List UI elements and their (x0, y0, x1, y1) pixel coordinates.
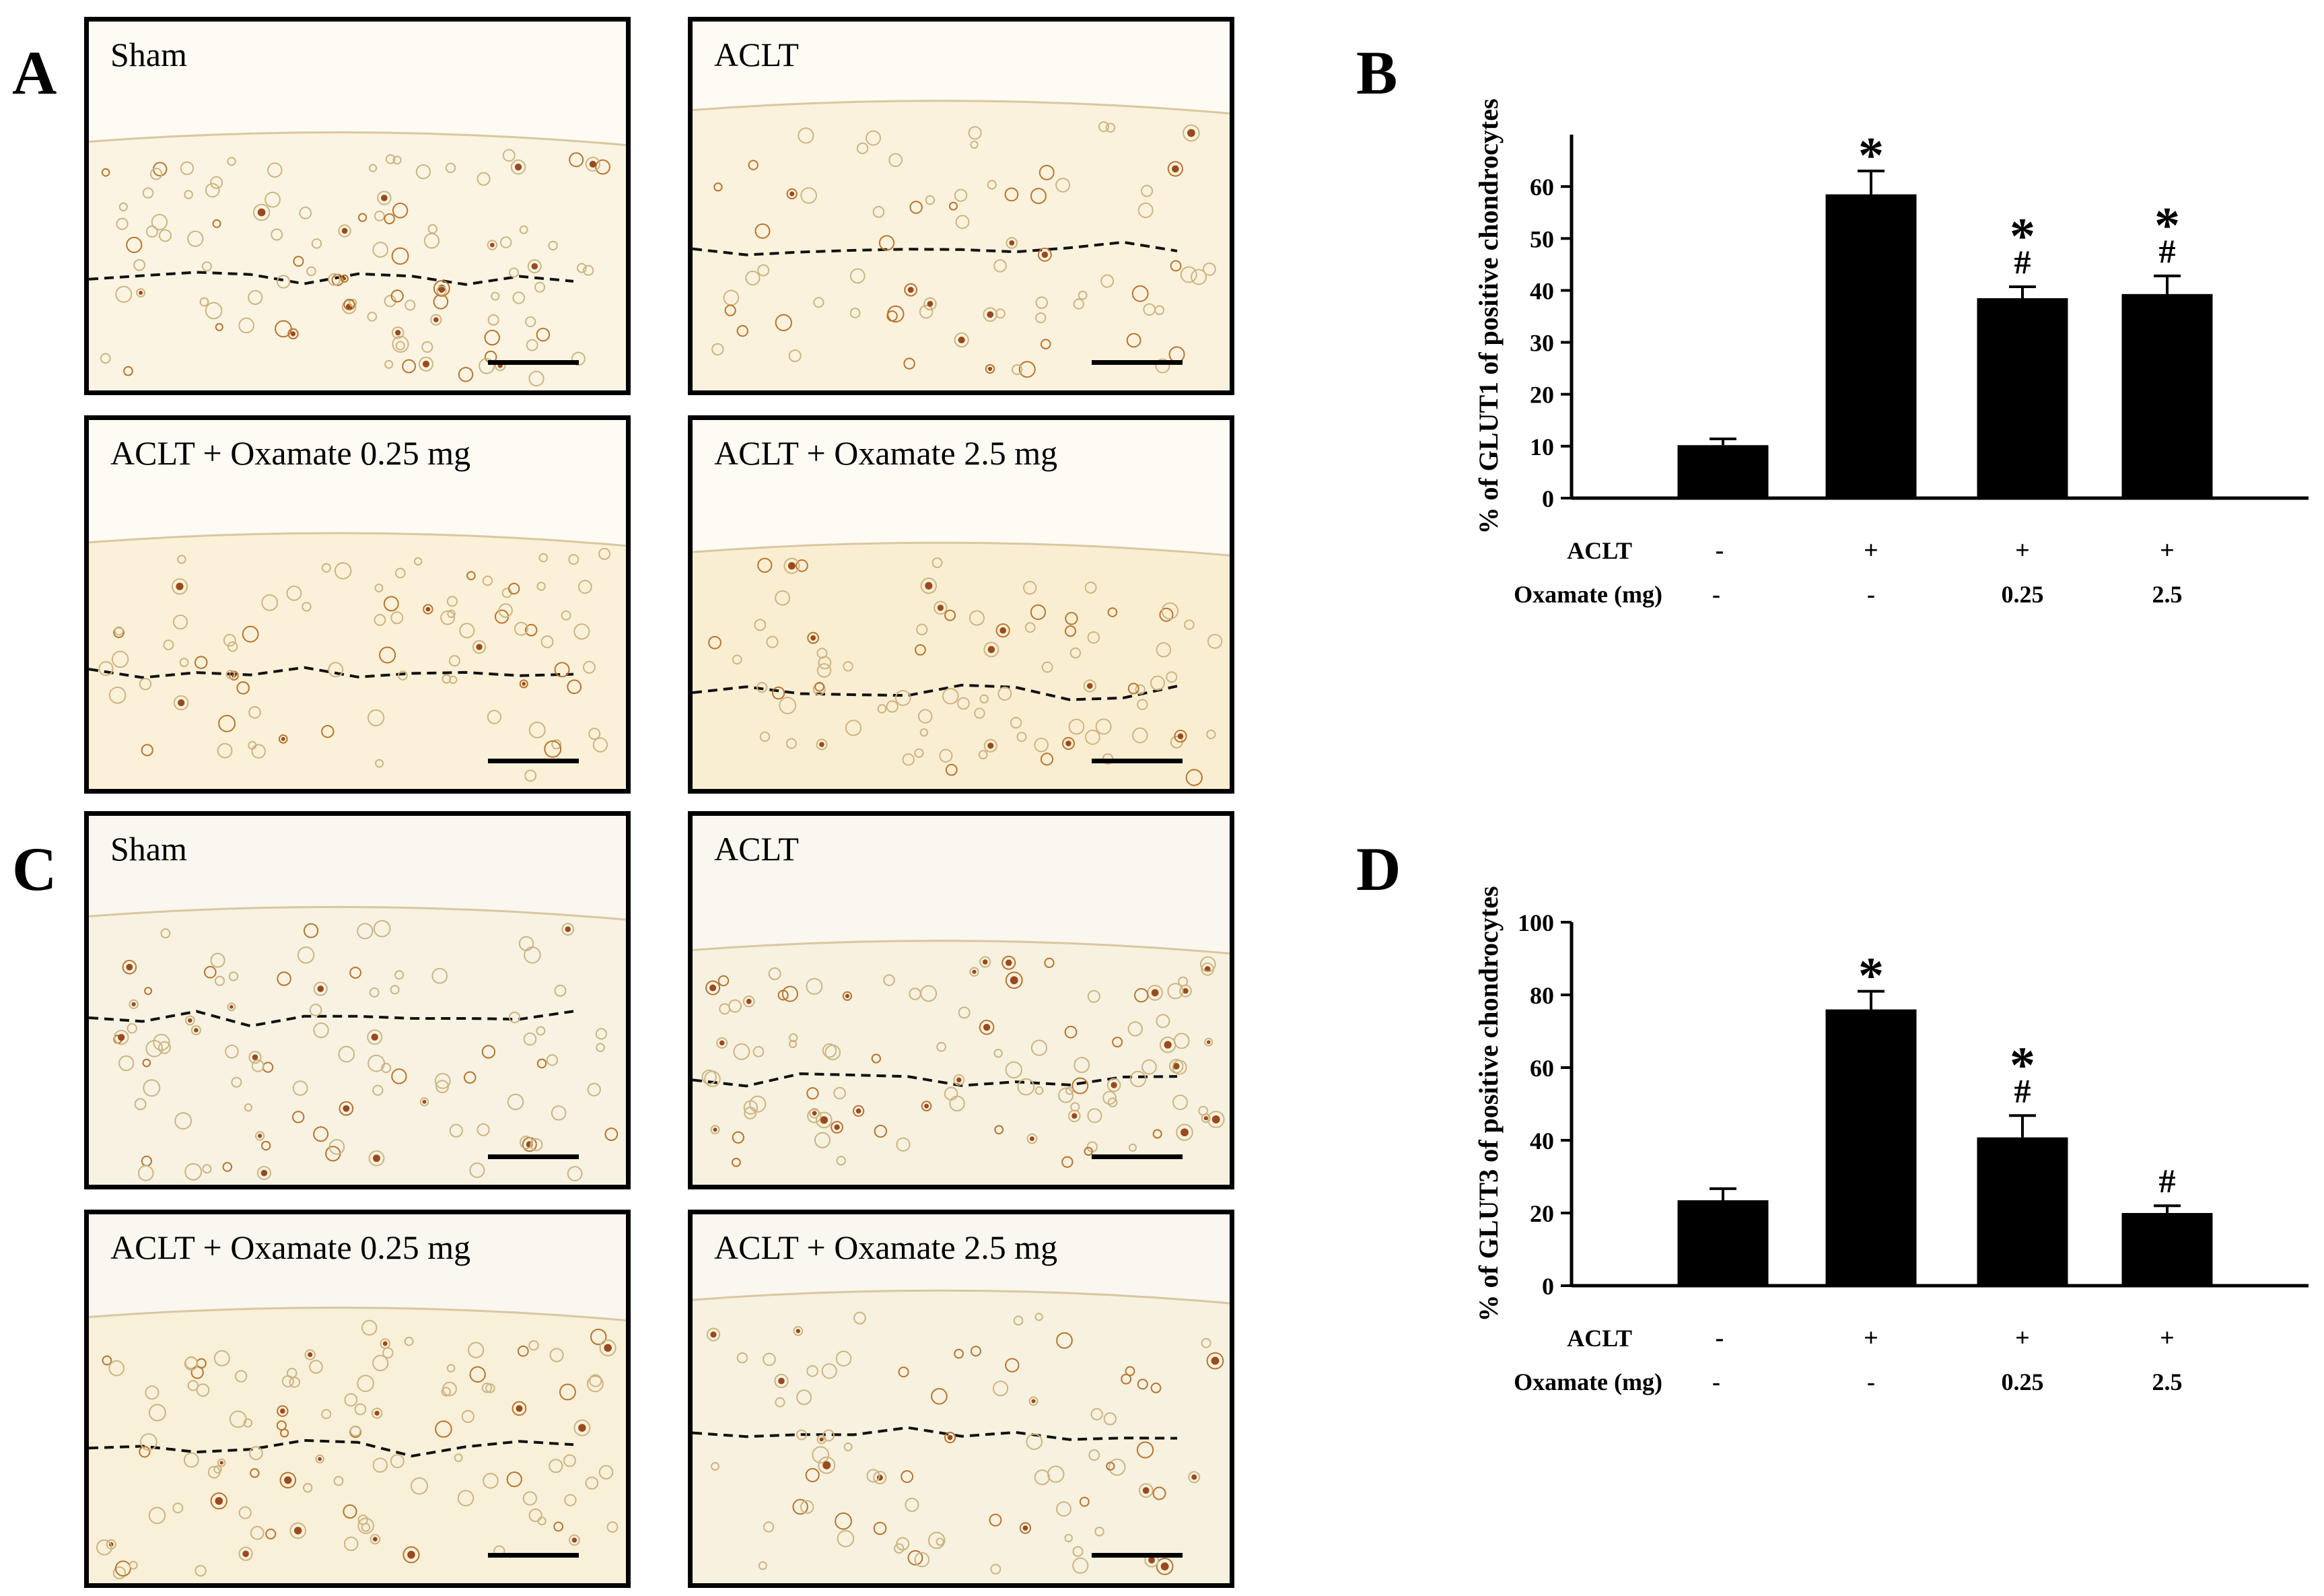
micrograph-c-oxamate-25: ACLT + Oxamate 2.5 mg (688, 1210, 1234, 1588)
y-tick-label: 20 (1530, 382, 1554, 409)
bar (1677, 445, 1769, 498)
scale-bar (1092, 759, 1183, 763)
scale-bar (1092, 360, 1183, 365)
micrograph-title: Sham (110, 830, 187, 868)
micrograph-title: ACLT + Oxamate 0.25 mg (110, 1228, 471, 1266)
y-tick-label: 30 (1530, 330, 1554, 357)
panel-label-b: B (1356, 38, 1398, 107)
micrograph-a-oxamate-25: ACLT + Oxamate 2.5 mg (688, 415, 1234, 794)
scale-bar (488, 1154, 579, 1159)
y-axis-label: % of GLUT3 of positive chondrocytes (1473, 886, 1504, 1321)
significance-star: * (2010, 1037, 2035, 1093)
scale-bar (488, 360, 579, 365)
category-oxamate-value: - (1712, 581, 1720, 608)
y-tick-label: 0 (1542, 1273, 1554, 1300)
significance-star: * (1858, 948, 1884, 1004)
y-tick-label: 20 (1530, 1200, 1554, 1227)
bar (1977, 1137, 2068, 1286)
significance-hash: # (2159, 232, 2176, 270)
scale-bar (488, 1553, 579, 1558)
y-tick-label: 0 (1542, 485, 1554, 512)
micrograph-title: ACLT (714, 36, 799, 73)
panel-label-a: A (12, 38, 57, 107)
category-aclt-value: + (2160, 536, 2175, 565)
category-aclt-value: + (1864, 1324, 1878, 1352)
category-oxamate-value: - (1867, 1368, 1875, 1395)
category-oxamate-value: 2.5 (2152, 581, 2183, 608)
y-tick-label: 100 (1518, 909, 1554, 936)
micrograph-a-oxamate-025: ACLT + Oxamate 0.25 mg (84, 415, 631, 794)
glut3-bar-chart: % of GLUT3 of positive chondrocytes 0 20 40… (1473, 886, 2309, 1395)
significance-hash: # (2014, 1072, 2031, 1109)
panel-label-d: D (1356, 835, 1401, 903)
micrograph-a-sham: Sham (84, 17, 631, 395)
category-aclt-value: + (1864, 536, 1878, 565)
row-label-aclt: ACLT (1567, 1325, 1632, 1352)
micrograph-title: ACLT + Oxamate 0.25 mg (110, 434, 471, 472)
y-tick-label: 60 (1530, 174, 1554, 201)
micrograph-a-aclt: ACLT (688, 17, 1234, 395)
category-aclt-value: - (1716, 536, 1724, 565)
category-aclt-value: + (2160, 1324, 2175, 1352)
panel-label-c: C (12, 835, 57, 903)
y-tick-label: 60 (1530, 1055, 1554, 1082)
micrograph-c-oxamate-025: ACLT + Oxamate 0.25 mg (84, 1210, 631, 1588)
significance-star: * (2154, 197, 2180, 254)
category-oxamate-value: - (1867, 581, 1875, 608)
significance-hash: # (2159, 1162, 2176, 1200)
category-oxamate-value: 0.25 (2002, 581, 2044, 608)
micrograph-c-aclt: ACLT (688, 811, 1234, 1189)
glut1-bar-chart: % of GLUT1 of positive chondrocytes 0 10 20… (1473, 98, 2309, 608)
category-oxamate-value: - (1712, 1368, 1720, 1395)
bar (1677, 1200, 1769, 1286)
significance-hash: # (2014, 243, 2031, 281)
micrograph-title: ACLT + Oxamate 2.5 mg (714, 1228, 1058, 1266)
micrograph-title: Sham (110, 36, 187, 73)
row-label-oxamate: Oxamate (mg) (1514, 581, 1662, 608)
bar (1825, 194, 1917, 498)
category-aclt-value: + (2015, 1324, 2030, 1352)
bar (2121, 293, 2213, 498)
significance-star: * (1858, 127, 1884, 184)
category-aclt-value: - (1716, 1324, 1724, 1352)
scale-bar (1092, 1553, 1183, 1558)
significance-star: * (2010, 208, 2035, 265)
scale-bar (1092, 1154, 1183, 1159)
y-tick-label: 80 (1530, 982, 1554, 1009)
scale-bar (488, 759, 579, 763)
category-aclt-value: + (2015, 536, 2030, 565)
micrograph-title: ACLT (714, 830, 799, 868)
micrograph-c-sham: Sham (84, 811, 631, 1189)
bar (1825, 1009, 1917, 1286)
micrograph-title: ACLT + Oxamate 2.5 mg (714, 434, 1058, 472)
row-label-oxamate: Oxamate (mg) (1514, 1368, 1662, 1395)
row-label-aclt: ACLT (1567, 537, 1632, 564)
y-tick-label: 40 (1530, 1127, 1554, 1154)
category-oxamate-value: 2.5 (2152, 1368, 2183, 1395)
y-axis-label: % of GLUT1 of positive chondrocytes (1473, 98, 1504, 534)
bar (2121, 1213, 2213, 1286)
category-oxamate-value: 0.25 (2002, 1368, 2044, 1395)
y-tick-label: 50 (1530, 225, 1554, 252)
y-tick-label: 40 (1530, 277, 1554, 304)
bar (1977, 298, 2068, 498)
y-tick-label: 10 (1530, 433, 1554, 460)
